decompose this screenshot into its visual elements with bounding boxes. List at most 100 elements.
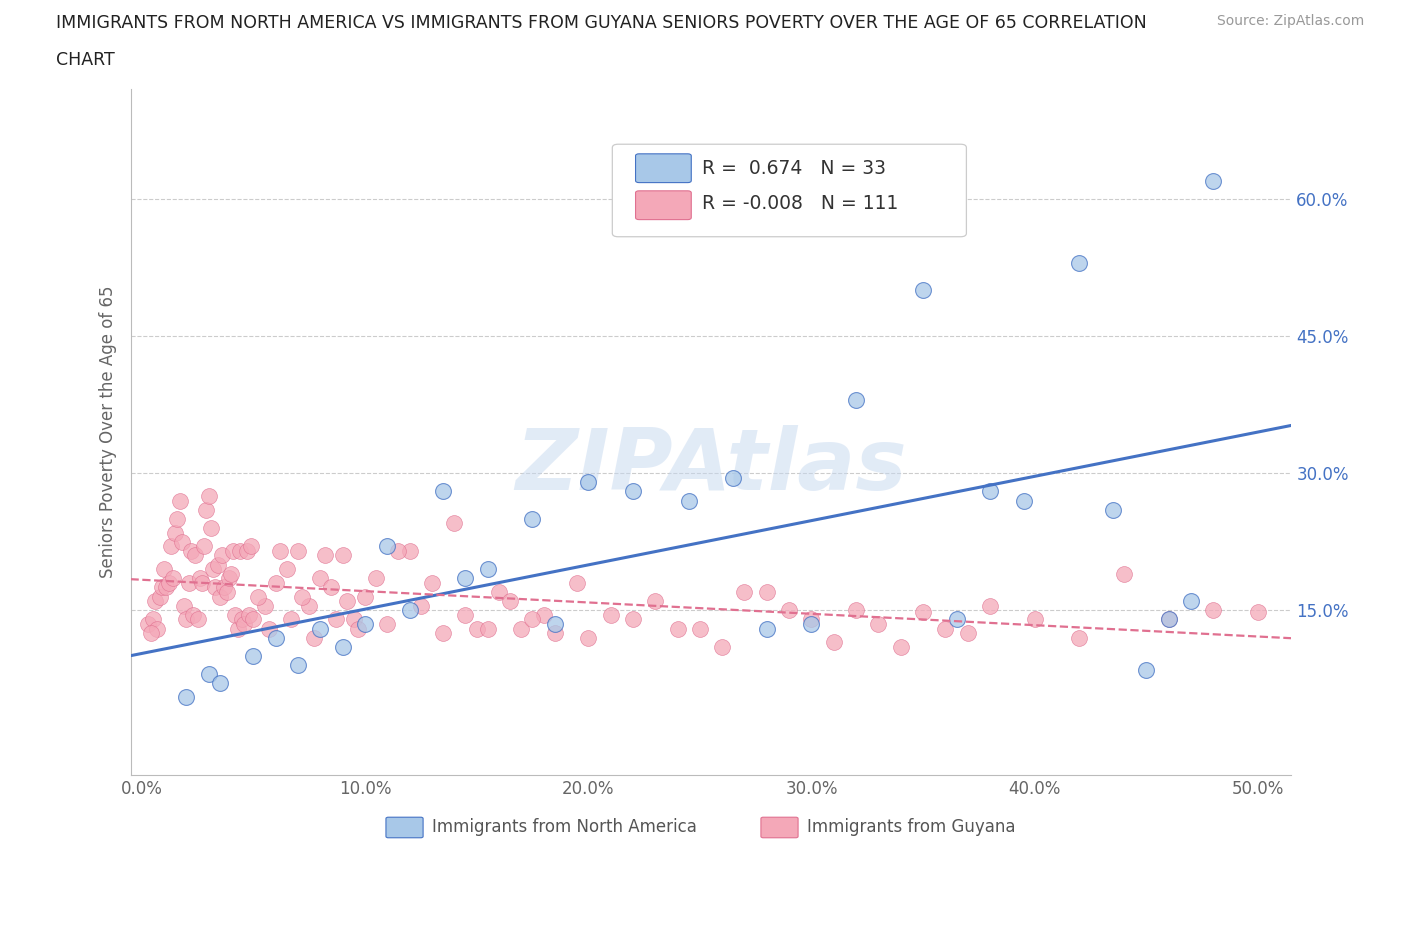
Point — [139, 626, 162, 641]
Point — [912, 604, 935, 619]
Point — [181, 607, 204, 622]
Point — [170, 534, 193, 549]
Point — [195, 502, 218, 517]
Point — [321, 580, 343, 595]
Point — [755, 621, 778, 636]
Point — [332, 548, 354, 563]
Point — [945, 612, 967, 627]
Point — [257, 621, 280, 636]
Point — [823, 635, 845, 650]
Point — [576, 475, 599, 490]
Point — [202, 562, 225, 577]
Point — [208, 676, 231, 691]
Point — [184, 548, 207, 563]
Point — [734, 585, 756, 600]
Point — [229, 543, 252, 558]
Point — [166, 512, 188, 526]
Point — [544, 626, 567, 641]
Point — [211, 548, 233, 563]
Point — [1202, 603, 1225, 618]
Point — [565, 576, 588, 591]
Point — [155, 580, 177, 595]
Point — [499, 593, 522, 608]
Text: CHART: CHART — [56, 51, 115, 69]
Point — [314, 548, 336, 563]
Point — [242, 648, 264, 663]
Point — [979, 598, 1001, 613]
Point — [219, 566, 242, 581]
Point — [204, 580, 226, 595]
Point — [222, 543, 245, 558]
Point — [711, 639, 734, 654]
Point — [678, 493, 700, 508]
Point — [454, 607, 477, 622]
Point — [398, 543, 420, 558]
Point — [488, 585, 510, 600]
Point — [193, 538, 215, 553]
Point — [868, 617, 890, 631]
Point — [1112, 566, 1135, 581]
Point — [287, 658, 309, 672]
Point — [544, 617, 567, 631]
Point — [332, 639, 354, 654]
Text: Immigrants from Guyana: Immigrants from Guyana — [807, 818, 1017, 836]
Point — [143, 593, 166, 608]
Point — [159, 538, 181, 553]
Point — [1069, 631, 1091, 645]
Point — [215, 585, 238, 600]
Text: ZIPAtlas: ZIPAtlas — [515, 425, 907, 508]
Point — [723, 471, 745, 485]
Point — [1202, 173, 1225, 188]
Point — [1157, 612, 1180, 627]
Point — [276, 562, 298, 577]
Point — [465, 621, 488, 636]
Point — [778, 603, 800, 618]
Point — [689, 621, 711, 636]
Point — [366, 571, 388, 586]
Point — [238, 607, 260, 622]
Point — [207, 557, 229, 572]
Point — [454, 571, 477, 586]
Point — [246, 589, 269, 604]
Point — [157, 576, 180, 591]
Text: IMMIGRANTS FROM NORTH AMERICA VS IMMIGRANTS FROM GUYANA SENIORS POVERTY OVER THE: IMMIGRANTS FROM NORTH AMERICA VS IMMIGRA… — [56, 14, 1147, 32]
Point — [1069, 256, 1091, 271]
Point — [177, 576, 200, 591]
Point — [1024, 612, 1046, 627]
FancyBboxPatch shape — [761, 817, 799, 838]
Point — [197, 667, 219, 682]
Point — [755, 585, 778, 600]
Point — [354, 617, 377, 631]
Point — [302, 631, 325, 645]
Point — [218, 571, 240, 586]
Point — [477, 562, 499, 577]
Point — [533, 607, 555, 622]
Point — [169, 493, 191, 508]
Point — [432, 484, 454, 498]
Point — [298, 598, 321, 613]
Point — [912, 283, 935, 298]
Point — [200, 521, 222, 536]
Point — [291, 589, 314, 604]
Point — [188, 571, 211, 586]
Point — [934, 621, 956, 636]
Point — [309, 621, 332, 636]
Point — [1247, 604, 1270, 619]
Point — [235, 543, 257, 558]
Text: R = -0.008   N = 111: R = -0.008 N = 111 — [702, 194, 898, 213]
Text: Immigrants from North America: Immigrants from North America — [433, 818, 697, 836]
Point — [510, 621, 533, 636]
Point — [269, 543, 291, 558]
Point — [1102, 502, 1125, 517]
Point — [240, 538, 263, 553]
FancyBboxPatch shape — [613, 144, 966, 237]
Point — [1157, 612, 1180, 627]
Point — [621, 612, 644, 627]
Point — [621, 484, 644, 498]
Point — [214, 580, 236, 595]
Point — [153, 562, 176, 577]
Point — [398, 603, 420, 618]
Point — [343, 612, 366, 627]
Point — [420, 576, 443, 591]
Point — [387, 543, 409, 558]
